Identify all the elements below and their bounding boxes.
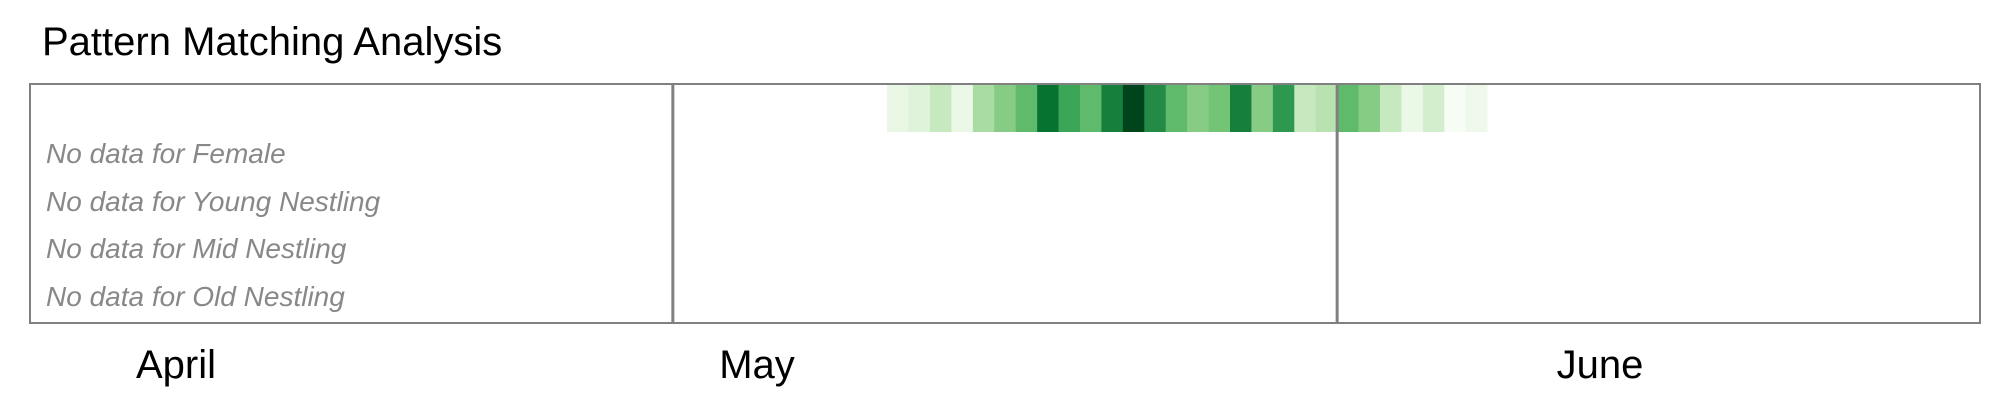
empty-row-young-nestling: No data for Young Nestling [46,186,381,217]
heatmap-cell [1101,85,1124,132]
heatmap-cell [1122,85,1145,132]
heatmap-cell [951,85,974,132]
heatmap-cell [1401,85,1424,132]
heatmap-cell [1272,85,1295,132]
heatmap-cell [1080,85,1102,132]
heatmap-cell [1208,85,1231,132]
heatmap-cell [930,85,952,132]
heatmap-cell [1058,85,1081,132]
heatmap-cell [1444,85,1467,132]
heatmap-cell [1315,85,1338,132]
chart-title: Pattern Matching Analysis [42,20,503,64]
heatmap-cell [1465,85,1488,132]
month-label-june: June [1557,343,1644,387]
heatmap-cell [1015,85,1038,132]
heatmap-cell [1144,85,1167,132]
empty-row-mid-nestling: No data for Mid Nestling [46,233,347,264]
heatmap-cell [1358,85,1381,132]
heatmap-cell [1380,85,1402,132]
empty-row-old-nestling: No data for Old Nestling [46,281,345,312]
heatmap-cell [1294,85,1317,132]
heatmap-cell [972,85,995,132]
heatmap-cell [1230,85,1252,132]
heatmap-cell [1187,85,1209,132]
heatmap-cell [908,85,931,132]
heatmap-cells [887,85,1488,132]
heatmap-cell [1251,85,1274,132]
heatmap-cell [887,85,909,132]
empty-row-female: No data for Female [46,138,286,169]
heatmap-cell [1037,85,1059,132]
month-label-april: April [136,343,216,387]
heatmap-cell [1422,85,1445,132]
plot-frame [29,83,1981,324]
heatmap-cell [994,85,1017,132]
heatmap-cell [1165,85,1188,132]
heatmap-cell [1337,85,1359,132]
month-label-may: May [719,343,795,387]
